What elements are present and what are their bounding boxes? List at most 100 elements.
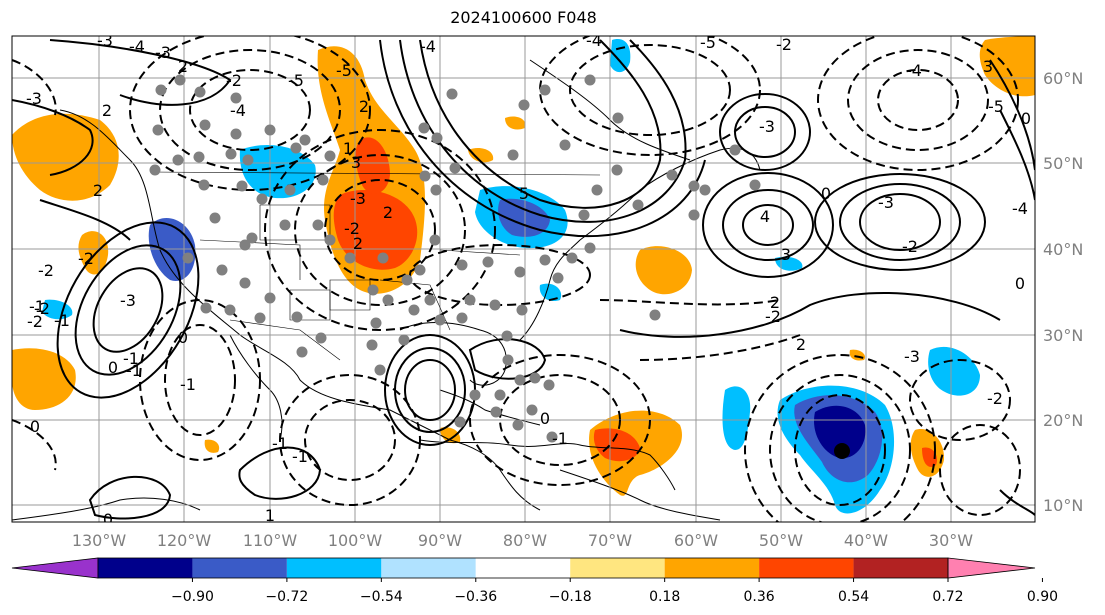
contour-label: 3	[351, 153, 361, 172]
contour-label: -1	[292, 447, 308, 466]
storm-center-marker	[834, 443, 850, 459]
contour-label: -1	[54, 311, 70, 330]
contour-label: -2	[765, 307, 781, 326]
colorbar-segment	[286, 558, 382, 578]
longitude-label: 120°W	[157, 531, 212, 550]
latitude-label: 50°N	[1043, 154, 1083, 173]
longitude-label: 50°W	[759, 531, 803, 550]
longitude-label: 80°W	[503, 531, 547, 550]
contour-label: 0	[178, 328, 188, 347]
contour-label: -4	[1012, 199, 1028, 218]
contour-label: 0	[821, 184, 831, 203]
contour-label: -3	[26, 89, 42, 108]
contour-label: -2	[226, 71, 242, 90]
colorbar-tick-label: 0.54	[838, 589, 869, 605]
coastlines	[12, 59, 761, 521]
map-border	[11, 35, 1036, 523]
contour-label: -5	[288, 71, 304, 90]
colorbar-segment	[759, 558, 854, 578]
contour-label: -2	[776, 35, 792, 54]
colorbar-segment	[475, 558, 571, 578]
longitude-label: 30°W	[929, 531, 973, 550]
negative-contours	[12, 36, 1021, 522]
latitude-label: 30°N	[1043, 326, 1083, 345]
latitude-label: 40°N	[1043, 240, 1083, 259]
contour-label: -1	[552, 429, 568, 448]
political-borders	[149, 171, 601, 361]
station-markers	[149, 74, 761, 443]
contour-label: 2	[178, 57, 188, 76]
contour-label: -3	[759, 117, 775, 136]
contour-label: -4	[586, 31, 602, 50]
contour-label: -4	[129, 37, 145, 56]
contour-label: -2	[344, 219, 360, 238]
colorbar-extend-high	[947, 557, 1036, 579]
longitude-label: 130°W	[72, 531, 127, 550]
contour-label: -5	[336, 61, 352, 80]
contour-label: 2	[383, 203, 393, 222]
contour-label: 4	[760, 207, 770, 226]
colorbar-tick-label: −0.18	[549, 589, 592, 605]
colorbar-segment	[570, 558, 665, 578]
colorbar-segment	[98, 558, 193, 578]
contour-label: 3	[983, 57, 993, 76]
latitude-label: 20°N	[1043, 411, 1083, 430]
longitude-label: 100°W	[328, 531, 383, 550]
colorbar-extend-low	[11, 557, 99, 579]
contour-label: 1	[343, 139, 353, 158]
longitude-label: 70°W	[588, 531, 632, 550]
contour-label: 2	[93, 181, 103, 200]
contour-label: -2	[987, 389, 1003, 408]
colorbar-tick-label: −0.36	[454, 589, 497, 605]
contour-label: -1	[180, 375, 196, 394]
latitude-labels: 60°N 50°N 40°N 30°N 20°N 10°N	[1043, 69, 1083, 515]
colorbar-tick-label: 0.90	[1027, 589, 1058, 605]
figure-title: 2024100600 F048	[450, 8, 597, 27]
contour-label: -3	[97, 31, 113, 50]
latitude-label: 60°N	[1043, 69, 1083, 88]
contour-label: 2	[359, 97, 369, 116]
contour-label: -3	[120, 291, 136, 310]
colorbar-segment	[381, 558, 476, 578]
contour-label: -2	[902, 237, 918, 256]
contour-label: -3	[350, 189, 366, 208]
colorbar-tick-label: 0.72	[932, 589, 963, 605]
colorbar-segment	[192, 558, 287, 578]
graticule	[12, 36, 1035, 522]
contour-label: 0	[30, 417, 40, 436]
colorbar-tick-label: −0.72	[265, 589, 308, 605]
colorbar-segment	[664, 558, 760, 578]
contour-label: -2	[38, 261, 54, 280]
contour-label: 0	[1021, 109, 1031, 128]
contour-label: -1	[29, 297, 45, 316]
contour-label: -4	[420, 37, 436, 56]
contour-label: -2	[34, 299, 50, 318]
contour-label: 5	[519, 184, 529, 203]
contour-label: 2	[353, 234, 363, 253]
latitude-label: 10°N	[1043, 496, 1083, 515]
longitude-label: 110°W	[243, 531, 298, 550]
contour-label: -3	[155, 43, 171, 62]
contour-label: 2	[770, 293, 780, 312]
contour-label: -3	[878, 193, 894, 212]
contour-label: -5	[988, 97, 1004, 116]
contour-label: 1	[265, 506, 275, 525]
contour-label: -2	[78, 249, 94, 268]
longitude-label: 60°W	[674, 531, 718, 550]
contour-label: -1	[126, 361, 142, 380]
colorbar-tick-label: −0.90	[171, 589, 214, 605]
colorbar: −0.90 −0.72 −0.54 −0.36 −0.18 0.18 0.36 0.54 0.7…	[11, 557, 1058, 605]
contour-label: -4	[906, 61, 922, 80]
colorbar-tick-label: 0.36	[744, 589, 775, 605]
colorbar-tick-label: −0.54	[360, 589, 403, 605]
colorbar-tick-label: 0.18	[649, 589, 680, 605]
longitude-label: 90°W	[418, 531, 462, 550]
contour-label: 0	[540, 409, 550, 428]
contour-label: 2	[102, 101, 112, 120]
contour-label: -2	[27, 312, 43, 331]
contour-label: -5	[700, 33, 716, 52]
contour-label: 0	[108, 358, 118, 377]
longitude-label: 40°W	[844, 531, 888, 550]
